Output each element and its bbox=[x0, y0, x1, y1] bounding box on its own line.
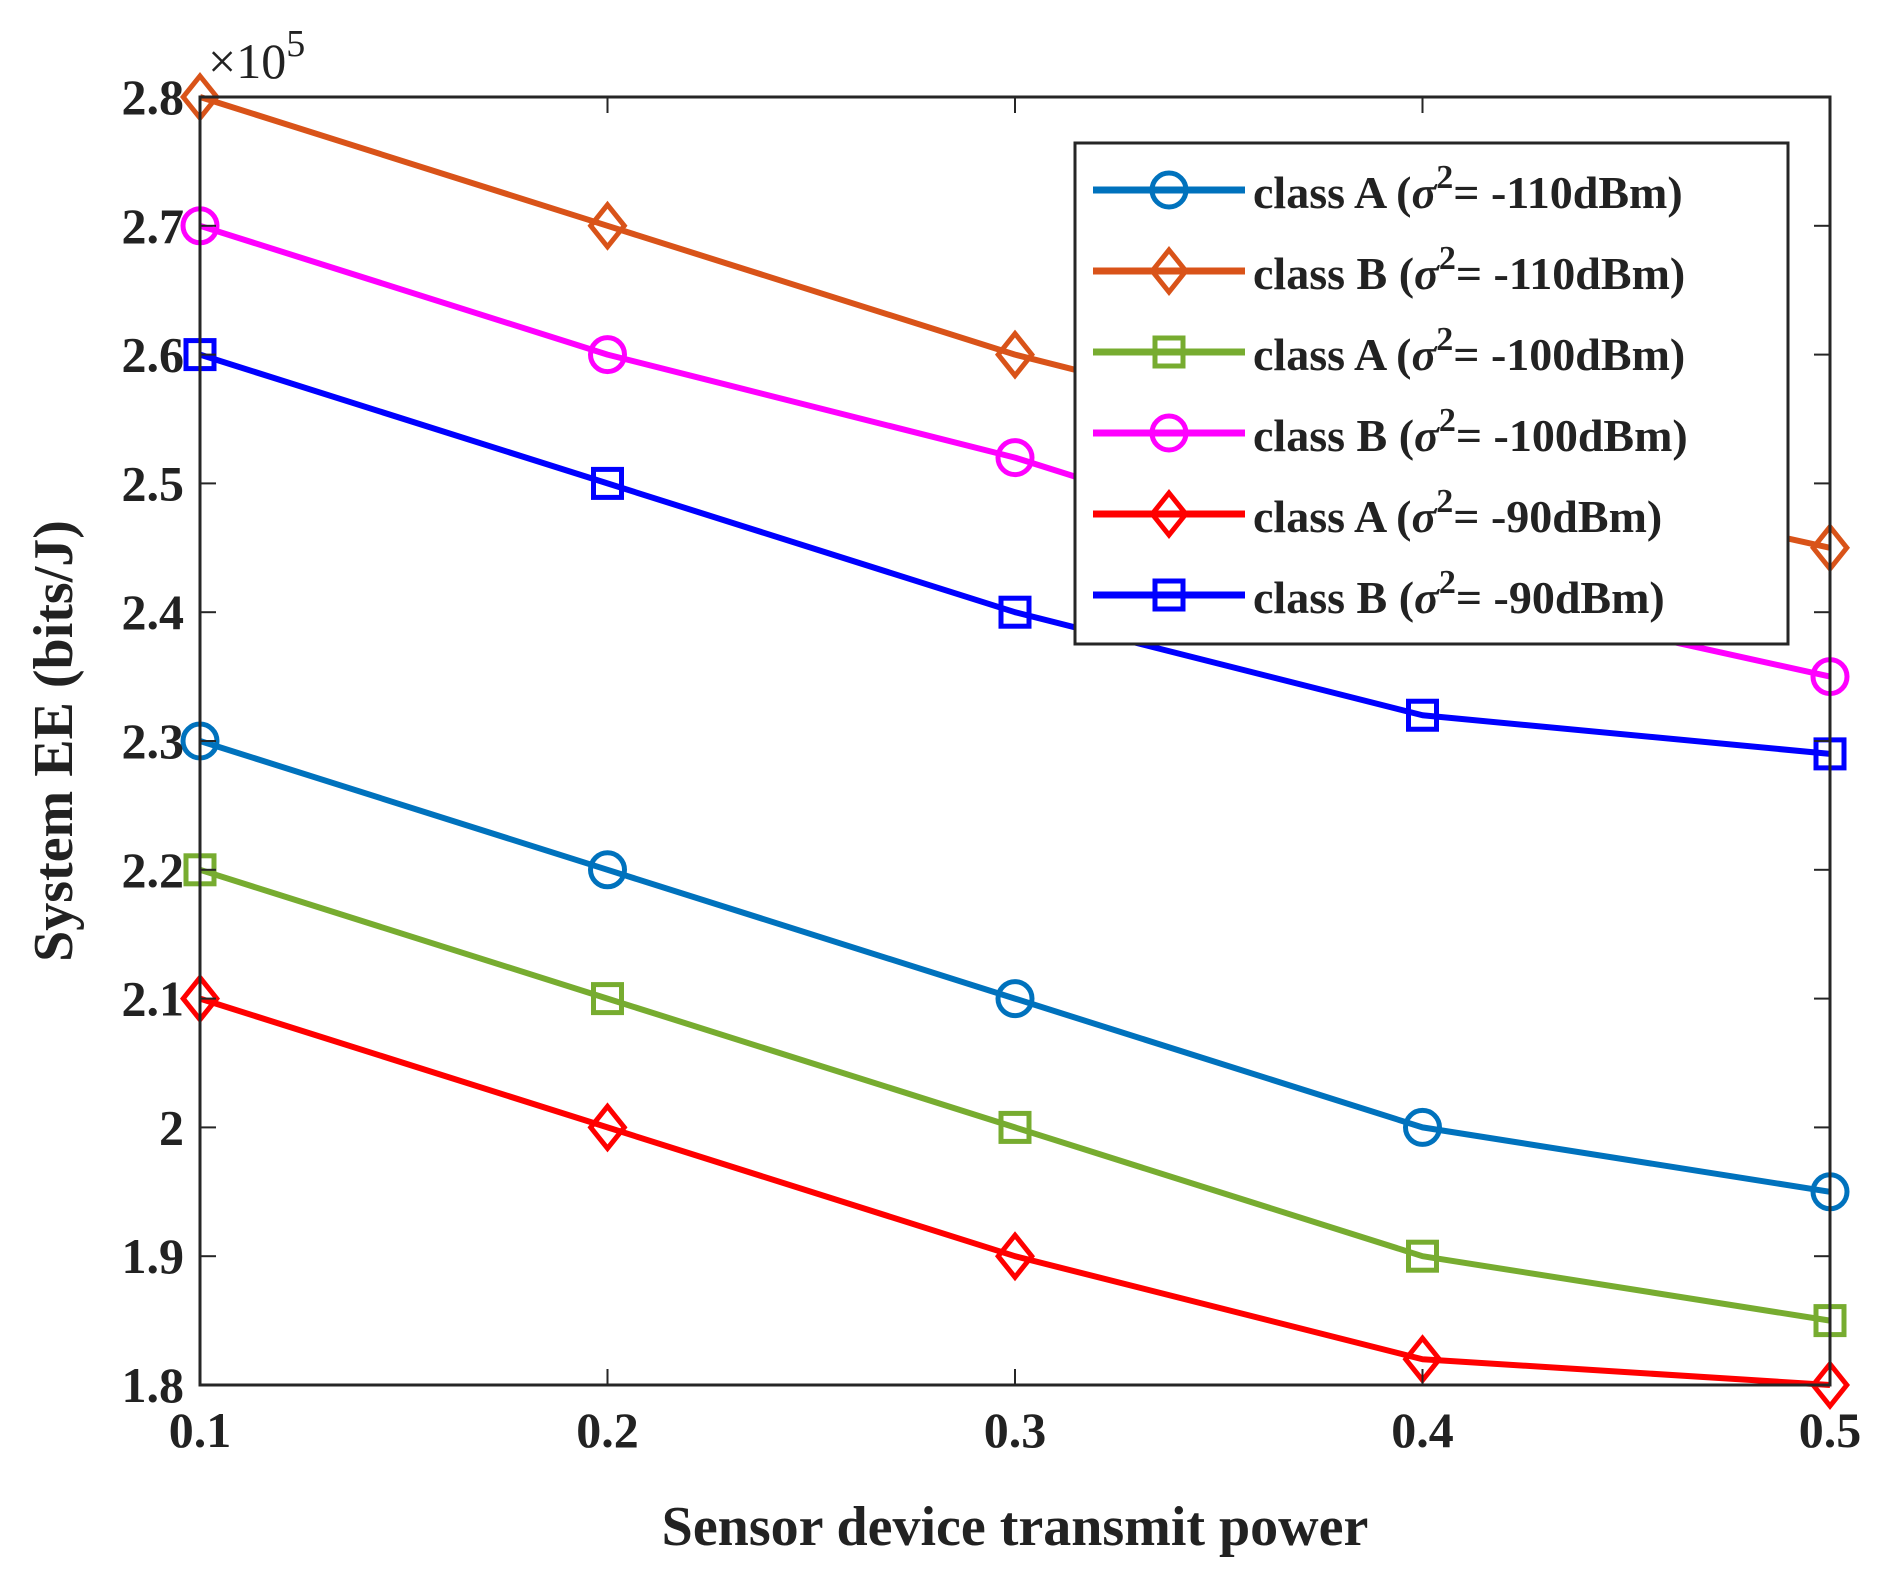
legend-item: class A (σ2= -90dBm) bbox=[1093, 483, 1662, 542]
y-tick-label: 2.6 bbox=[122, 327, 185, 383]
data-point bbox=[1406, 698, 1439, 732]
legend-marker bbox=[1148, 245, 1190, 297]
y-tick-label: 2.5 bbox=[122, 455, 185, 511]
legend-marker bbox=[1149, 413, 1189, 453]
x-tick-label: 0.1 bbox=[169, 1402, 232, 1458]
legend-label: class B (σ2= -90dBm) bbox=[1253, 564, 1665, 623]
legend-marker bbox=[1152, 335, 1186, 369]
legend-item: class A (σ2= -110dBm) bbox=[1093, 159, 1683, 218]
y-tick-label: 1.9 bbox=[122, 1228, 185, 1284]
x-axis-label: Sensor device transmit power bbox=[662, 1496, 1369, 1558]
series-line bbox=[199, 995, 1831, 1388]
data-point bbox=[998, 1110, 1032, 1144]
data-point bbox=[1809, 1359, 1851, 1411]
y-tick-label: 2.7 bbox=[122, 198, 185, 254]
y-exponent-label: ×105 bbox=[208, 23, 305, 89]
y-tick-label: 2.3 bbox=[122, 713, 185, 769]
legend-marker bbox=[1152, 578, 1186, 612]
x-tick-label: 0.4 bbox=[1391, 1402, 1454, 1458]
legend-marker bbox=[1149, 170, 1189, 210]
legend-item: class B (σ2= -110dBm) bbox=[1093, 240, 1685, 299]
data-point bbox=[1406, 1239, 1439, 1273]
data-point bbox=[994, 329, 1036, 380]
series-line bbox=[199, 866, 1831, 1324]
data-point bbox=[995, 979, 1035, 1019]
x-tick-label: 0.3 bbox=[984, 1402, 1047, 1458]
y-tick-label: 2.2 bbox=[122, 842, 185, 898]
series-group bbox=[179, 71, 1851, 1411]
legend-label: class A (σ2= -100dBm) bbox=[1253, 321, 1685, 380]
x-tick-label: 0.2 bbox=[576, 1402, 639, 1458]
legend-label: class B (σ2= -100dBm) bbox=[1253, 402, 1688, 461]
y-tick-label: 2 bbox=[159, 1099, 184, 1155]
data-point bbox=[587, 1102, 628, 1153]
data-point bbox=[998, 595, 1032, 629]
data-point bbox=[995, 438, 1035, 478]
legend-marker bbox=[1148, 488, 1190, 540]
legend-label: class A (σ2= -90dBm) bbox=[1253, 483, 1662, 542]
series-line bbox=[199, 351, 1831, 757]
data-point bbox=[1403, 1107, 1442, 1147]
legend-label: class A (σ2= -110dBm) bbox=[1253, 159, 1683, 218]
axes: 0.1 0.2 0.3 0.4 0.5 1.8 1.9 2 2.1 2.2 2.3 2.4 2.5 2.6… bbox=[23, 23, 1861, 1558]
legend: class A (σ2= -110dBm) class B (σ2= -110dB… bbox=[1073, 141, 1790, 646]
legend-item: class B (σ2= -100dBm) bbox=[1093, 402, 1688, 461]
data-point bbox=[587, 200, 628, 251]
data-point bbox=[591, 466, 624, 500]
y-tick-label: 2.1 bbox=[122, 971, 185, 1027]
legend-box bbox=[1073, 141, 1790, 646]
series-line bbox=[199, 738, 1831, 1195]
y-tick-label: 2.4 bbox=[122, 584, 185, 640]
y-tick-label: 2.8 bbox=[122, 69, 185, 125]
data-point bbox=[588, 850, 627, 890]
legend-label: class B (σ2= -110dBm) bbox=[1253, 240, 1685, 299]
axes-frame bbox=[198, 95, 1832, 1387]
data-point bbox=[994, 1231, 1036, 1282]
y-tick-label: 1.8 bbox=[122, 1357, 185, 1413]
legend-item: class B (σ2= -90dBm) bbox=[1093, 564, 1665, 623]
y-axis-label: System EE (bits/J) bbox=[23, 520, 85, 962]
legend-item: class A (σ2= -100dBm) bbox=[1093, 321, 1685, 380]
data-point bbox=[588, 335, 627, 375]
data-point bbox=[591, 982, 624, 1016]
x-tick-label: 0.5 bbox=[1799, 1402, 1862, 1458]
